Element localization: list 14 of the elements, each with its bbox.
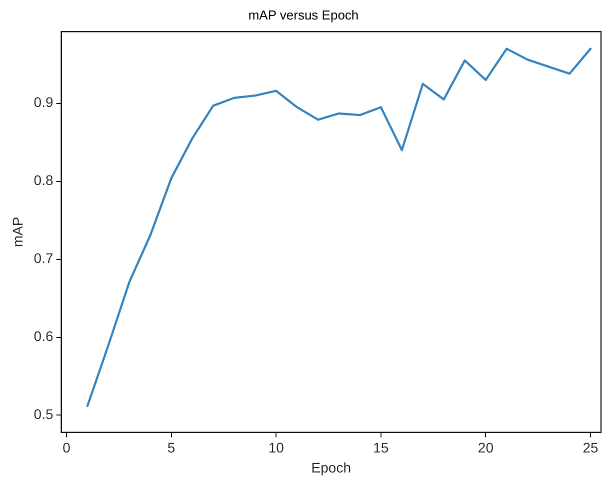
y-tick-label: 0.5: [34, 406, 54, 422]
x-tick-label: 5: [167, 440, 176, 456]
y-tick-label: 0.9: [34, 94, 54, 110]
x-tick-label: 20: [478, 440, 494, 456]
chart-title: mAP versus Epoch: [248, 7, 359, 22]
y-tick-label: 0.8: [34, 172, 54, 188]
x-tick-label: 10: [268, 440, 284, 456]
x-tick-label: 25: [582, 440, 599, 456]
x-tick-label: 0: [62, 440, 71, 456]
y-axis-title: mAP: [9, 216, 26, 248]
y-tick-label: 0.7: [34, 250, 54, 266]
x-tick-label: 15: [373, 440, 389, 456]
y-tick-label: 0.6: [34, 328, 54, 344]
x-axis-title: Epoch: [311, 459, 351, 476]
